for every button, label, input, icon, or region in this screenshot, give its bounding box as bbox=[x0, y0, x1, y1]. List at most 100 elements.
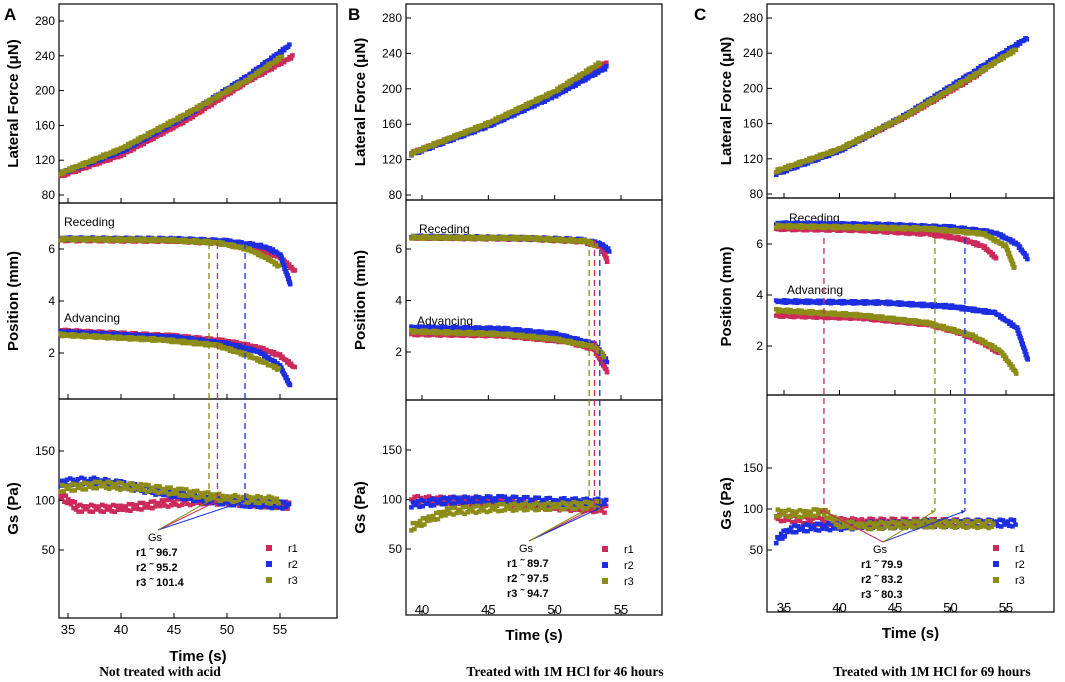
x-tick-label: 35 bbox=[777, 600, 791, 615]
annotation-arrow-r2 bbox=[528, 507, 600, 542]
y-tick-label: 50 bbox=[389, 542, 403, 556]
x-axis-label: Time (s) bbox=[169, 648, 226, 665]
arrow-head bbox=[930, 510, 935, 514]
gs-annotation-value: r3 ˜ 94.7 bbox=[507, 588, 549, 600]
arrow-head bbox=[590, 507, 595, 511]
legend-swatch-r1 bbox=[993, 545, 999, 551]
legend-swatch-r3 bbox=[993, 577, 999, 583]
plot-frame bbox=[58, 202, 338, 400]
y-tick-label: 150 bbox=[382, 443, 402, 457]
panel-letter: B bbox=[348, 5, 360, 24]
annotation-arrow-r2 bbox=[157, 500, 246, 531]
y-tick-label: 200 bbox=[382, 82, 402, 96]
gs-annotation-value: r2 ˜ 83.2 bbox=[861, 574, 903, 586]
x-tick-label: 40 bbox=[415, 602, 429, 617]
series-r3 bbox=[409, 327, 607, 360]
y-tick-label: 2 bbox=[48, 346, 55, 360]
series-r3 bbox=[409, 498, 602, 533]
legend-swatch-r1 bbox=[266, 545, 272, 551]
legend-label-r1: r1 bbox=[288, 543, 298, 555]
y-tick-label: 2 bbox=[395, 345, 402, 359]
y-tick-label: 280 bbox=[382, 11, 402, 25]
annotation-arrow-r2 bbox=[882, 510, 966, 543]
gs-annotation-value: r1 ˜ 89.7 bbox=[507, 558, 549, 570]
subplot-1: 80 120 160 200 240 280 Lateral Force (μN) bbox=[352, 3, 663, 202]
annotation-arrow-r1 bbox=[823, 510, 884, 543]
y-tick-label: 150 bbox=[743, 461, 763, 475]
y-tick-label: 100 bbox=[382, 493, 402, 507]
y-axis-label: Lateral Force (μN) bbox=[352, 38, 369, 166]
plot-frame bbox=[766, 3, 1055, 199]
y-tick-label: 80 bbox=[750, 187, 764, 201]
annotation-arrow-r3 bbox=[882, 510, 936, 543]
x-tick-label: 35 bbox=[61, 622, 75, 637]
panel-c: C Treated with 1M HCl for 69 hours Time (s… bbox=[694, 3, 1055, 679]
gs-annotation-value: r1 ˜ 96.7 bbox=[136, 547, 178, 559]
x-tick-label: 55 bbox=[273, 622, 287, 637]
y-tick-label: 160 bbox=[382, 117, 402, 131]
panel-caption: Treated with 1M HCl for 46 hours bbox=[466, 664, 663, 679]
y-tick-label: 2 bbox=[756, 339, 763, 353]
x-tick-label: 55 bbox=[614, 602, 628, 617]
series-r3 bbox=[773, 222, 1017, 270]
y-tick-label: 80 bbox=[389, 188, 403, 202]
y-tick-label: 280 bbox=[743, 11, 763, 25]
x-tick-label: 55 bbox=[999, 600, 1013, 615]
y-tick-label: 4 bbox=[756, 288, 763, 302]
series-r2 bbox=[58, 235, 293, 287]
subplot-3: 50 100 150 Gs (Pa) bbox=[352, 399, 663, 616]
gs-annotation-value: r2 ˜ 95.2 bbox=[136, 562, 178, 574]
receding-label: Receding bbox=[419, 222, 470, 236]
arrow-head bbox=[819, 510, 824, 514]
y-axis-label: Gs (Pa) bbox=[352, 481, 369, 534]
gs-annotation-title: Gs bbox=[148, 532, 163, 544]
series-r2 bbox=[58, 42, 292, 177]
y-tick-label: 6 bbox=[756, 237, 763, 251]
legend-swatch-r2 bbox=[993, 561, 999, 567]
panel-letter: C bbox=[694, 5, 706, 24]
panel-caption: Treated with 1M HCl for 69 hours bbox=[833, 664, 1030, 679]
legend-swatch-r3 bbox=[602, 578, 608, 584]
series-r3 bbox=[58, 54, 285, 177]
y-tick-label: 240 bbox=[382, 46, 402, 60]
gs-annotation-title: Gs bbox=[873, 544, 888, 556]
x-tick-label: 45 bbox=[888, 600, 902, 615]
annotation-arrow-r3 bbox=[528, 507, 590, 542]
legend-swatch-r2 bbox=[602, 562, 608, 568]
y-tick-label: 240 bbox=[743, 46, 763, 60]
legend-label-r1: r1 bbox=[624, 544, 634, 556]
y-axis-label: Lateral Force (μN) bbox=[718, 37, 735, 165]
x-tick-label: 40 bbox=[114, 622, 128, 637]
series-r3 bbox=[58, 479, 281, 506]
x-tick-label: 50 bbox=[943, 600, 957, 615]
legend-label-r2: r2 bbox=[1015, 559, 1025, 571]
y-axis-label: Lateral Force (μN) bbox=[5, 39, 22, 167]
arrow-head bbox=[241, 500, 246, 504]
legend-label-r2: r2 bbox=[624, 560, 634, 572]
gs-annotation-value: r1 ˜ 79.9 bbox=[861, 559, 903, 571]
y-tick-label: 100 bbox=[743, 502, 763, 516]
x-tick-label: 45 bbox=[167, 622, 181, 637]
y-tick-label: 160 bbox=[743, 117, 763, 131]
legend-swatch-r1 bbox=[602, 546, 608, 552]
subplot-3: 50 100 150 Gs (Pa) bbox=[718, 394, 1055, 613]
plot-frame bbox=[766, 394, 1055, 613]
legend-label-r1: r1 bbox=[1015, 543, 1025, 555]
gs-annotation-value: r3 ˜ 101.4 bbox=[136, 577, 185, 589]
subplot-1: 80 120 160 200 240 280 Lateral Force (μN) bbox=[718, 3, 1055, 201]
y-tick-label: 120 bbox=[382, 153, 402, 167]
series-r2 bbox=[773, 298, 1031, 362]
x-tick-label: 40 bbox=[832, 600, 846, 615]
y-axis-label: Gs (Pa) bbox=[718, 477, 735, 530]
series-r3 bbox=[773, 306, 1019, 376]
arrow-head bbox=[595, 507, 600, 511]
legend-label-r3: r3 bbox=[624, 576, 634, 588]
arrow-head bbox=[585, 507, 590, 511]
y-axis-label: Position (mm) bbox=[352, 250, 369, 350]
y-tick-label: 200 bbox=[35, 84, 55, 98]
y-tick-label: 6 bbox=[395, 242, 402, 256]
series-r3 bbox=[58, 331, 281, 372]
y-tick-label: 100 bbox=[35, 494, 55, 508]
